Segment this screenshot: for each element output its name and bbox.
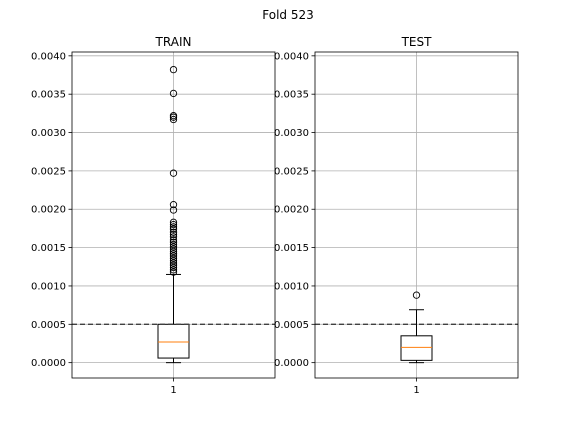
outlier-point	[169, 225, 178, 233]
axes-frame	[314, 51, 519, 379]
iqr-box	[400, 335, 433, 361]
outlier-point	[169, 263, 178, 272]
outlier-point	[169, 256, 178, 265]
outlier-point	[169, 206, 178, 214]
iqr-box	[157, 323, 190, 359]
x-tick-label: 1	[170, 385, 176, 396]
y-tick-label: 0.0000	[274, 358, 309, 369]
y-tick-label: 0.0015	[31, 243, 66, 254]
y-tick-label: 0.0025	[274, 166, 309, 177]
y-tick-label: 0.0030	[274, 128, 309, 139]
figure-suptitle: Fold 523	[262, 8, 314, 22]
y-tick-label: 0.0020	[274, 205, 309, 216]
y-tick-label: 0.0010	[31, 281, 66, 292]
outlier-point	[169, 223, 178, 231]
test-panel: 0.0000 0.0005 0.0010 0.0015 0.0020 0.0025 0.00…	[274, 35, 519, 396]
y-tick-label: 0.0010	[274, 281, 309, 292]
outlier-point	[169, 252, 178, 260]
y-tick-label: 0.0025	[31, 166, 66, 177]
outlier-point	[169, 233, 178, 241]
y-tick-label: 0.0000	[31, 358, 66, 369]
x-tick-label: 1	[413, 385, 419, 396]
outlier-point	[169, 266, 178, 274]
panel-title: TRAIN	[155, 35, 192, 49]
outlier-point	[169, 238, 178, 246]
outlier-point	[169, 259, 178, 267]
outlier-point	[169, 268, 178, 276]
y-tick-label: 0.0005	[274, 320, 309, 331]
outlier-point	[169, 115, 178, 124]
y-tick-label: 0.0020	[31, 205, 66, 216]
outlier-point	[412, 291, 421, 299]
panel-title: TEST	[401, 35, 433, 49]
y-tick-label: 0.0005	[31, 320, 66, 331]
outlier-point	[169, 245, 178, 253]
outlier-point	[169, 247, 178, 256]
axes-frame	[71, 51, 276, 379]
outlier-point	[169, 169, 178, 177]
outlier-point	[169, 243, 178, 251]
y-tick-label: 0.0030	[31, 128, 66, 139]
outlier-point	[169, 200, 178, 209]
y-tick-label: 0.0015	[274, 243, 309, 254]
outlier-point	[169, 230, 178, 239]
outlier-point	[169, 113, 178, 121]
y-tick-label: 0.0035	[274, 90, 309, 101]
y-tick-label: 0.0035	[31, 90, 66, 101]
outlier-point	[169, 240, 178, 249]
outlier-point	[169, 89, 178, 98]
outlier-point	[169, 250, 178, 258]
outlier-point	[169, 261, 178, 269]
outlier-point	[169, 254, 178, 262]
y-tick-label: 0.0040	[274, 51, 309, 62]
y-tick-label: 0.0040	[31, 51, 66, 62]
outlier-point	[169, 65, 178, 74]
train-panel: 0.0000 0.0005 0.0010 0.0015 0.0020 0.0025 0.00…	[31, 35, 276, 396]
outlier-point	[169, 218, 178, 226]
outlier-point	[169, 220, 178, 229]
outlier-point	[169, 236, 178, 244]
outlier-point	[169, 228, 178, 236]
